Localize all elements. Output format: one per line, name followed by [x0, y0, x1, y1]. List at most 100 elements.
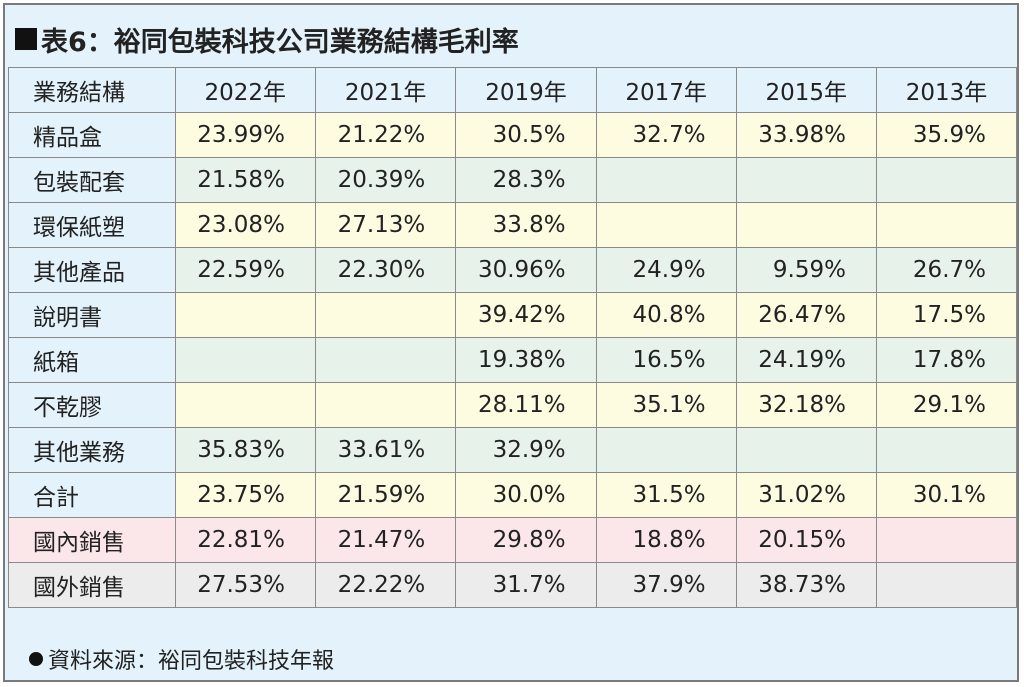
margin-value-cell: 24.19% [735, 337, 877, 383]
row-label: 國外銷售 [8, 562, 176, 608]
margin-value-cell: 26.7% [875, 247, 1018, 293]
table-row: 合計 23.75% 21.59% 30.0% 31.5% 31.02% 30.1% [8, 472, 1018, 518]
margin-value-cell: 31.5% [595, 472, 737, 518]
margin-value-cell: 21.47% [314, 517, 457, 563]
header-row: 業務結構 2022年 2021年 2019年 2017年 2015年 2013年 [8, 67, 1018, 113]
margin-value-cell: 28.3% [455, 157, 597, 203]
margin-value-cell: 18.8% [595, 517, 737, 563]
margin-value-cell: 20.39% [314, 157, 457, 203]
margin-value-cell: 22.81% [174, 517, 316, 563]
margin-value-cell: 20.15% [735, 517, 877, 563]
margin-value-cell: 22.22% [314, 562, 457, 608]
margin-value-cell: 32.9% [455, 427, 597, 473]
header-cell-category: 業務結構 [8, 67, 176, 113]
margin-value-cell [875, 202, 1018, 248]
margin-value-cell: 28.11% [455, 382, 597, 428]
margin-value-cell [735, 202, 877, 248]
header-cell-year: 2019年 [455, 67, 597, 113]
margin-value-cell: 21.22% [314, 112, 457, 158]
table-row: 國外銷售 27.53% 22.22% 31.7% 37.9% 38.73% [8, 562, 1018, 608]
margin-value-cell: 33.8% [455, 202, 597, 248]
row-label: 其他產品 [8, 247, 176, 293]
margin-value-cell: 29.1% [875, 382, 1018, 428]
margin-value-cell [595, 427, 737, 473]
table-row: 精品盒 23.99% 21.22% 30.5% 32.7% 33.98% 35.9% [8, 112, 1018, 158]
row-label: 包裝配套 [8, 157, 176, 203]
margin-value-cell: 31.02% [735, 472, 877, 518]
margin-value-cell [875, 157, 1018, 203]
source-note: 資料來源：裕同包裝科技年報 [29, 637, 334, 681]
margin-value-cell: 37.9% [595, 562, 737, 608]
table-title: 表6：裕同包裝科技公司業務結構毛利率 [41, 26, 519, 58]
table-title-row: 表6：裕同包裝科技公司業務結構毛利率 [15, 13, 519, 65]
margin-value-cell: 39.42% [455, 292, 597, 338]
margin-value-cell: 32.7% [595, 112, 737, 158]
margin-value-cell: 35.9% [875, 112, 1018, 158]
header-cell-year: 2017年 [595, 67, 737, 113]
header-cell-year: 2013年 [875, 67, 1018, 113]
margin-value-cell [174, 382, 316, 428]
margin-value-cell: 27.13% [314, 202, 457, 248]
margin-value-cell: 35.1% [595, 382, 737, 428]
bullet-dot-icon [29, 652, 43, 666]
margin-value-cell [314, 337, 457, 383]
table-row: 包裝配套 21.58% 20.39% 28.3% [8, 157, 1018, 203]
header-cell-year: 2022年 [174, 67, 316, 113]
table-row: 不乾膠 28.11% 35.1% 32.18% 29.1% [8, 382, 1018, 428]
margin-value-cell: 31.7% [455, 562, 597, 608]
row-label: 精品盒 [8, 112, 176, 158]
margin-value-cell [314, 292, 457, 338]
margin-value-cell: 23.75% [174, 472, 316, 518]
margin-value-cell [875, 517, 1018, 563]
margin-value-cell: 33.98% [735, 112, 877, 158]
row-label: 國內銷售 [8, 517, 176, 563]
row-label: 不乾膠 [8, 382, 176, 428]
margin-value-cell: 22.59% [174, 247, 316, 293]
margin-value-cell: 9.59% [735, 247, 877, 293]
margin-value-cell [735, 157, 877, 203]
margin-value-cell [875, 562, 1018, 608]
margin-value-cell [174, 337, 316, 383]
table-body: 業務結構 2022年 2021年 2019年 2017年 2015年 2013年 精品盒 23.… [8, 67, 1018, 608]
row-label: 環保紙塑 [8, 202, 176, 248]
gross-margin-table: 業務結構 2022年 2021年 2019年 2017年 2015年 2013年 精品盒 23.… [8, 67, 1018, 608]
margin-value-cell: 21.59% [314, 472, 457, 518]
margin-value-cell: 23.08% [174, 202, 316, 248]
margin-value-cell: 17.8% [875, 337, 1018, 383]
margin-value-cell: 24.9% [595, 247, 737, 293]
table-row: 國內銷售 22.81% 21.47% 29.8% 18.8% 20.15% [8, 517, 1018, 563]
margin-value-cell [735, 427, 877, 473]
margin-value-cell: 17.5% [875, 292, 1018, 338]
margin-value-cell: 21.58% [174, 157, 316, 203]
black-square-icon [15, 28, 37, 50]
header-cell-year: 2015年 [735, 67, 877, 113]
table-frame: 表6：裕同包裝科技公司業務結構毛利率 業務結構 2022年 2021年 2019年 20… [3, 3, 1019, 682]
margin-value-cell: 19.38% [455, 337, 597, 383]
margin-value-cell: 30.5% [455, 112, 597, 158]
margin-value-cell: 16.5% [595, 337, 737, 383]
margin-value-cell [875, 427, 1018, 473]
table-row: 其他業務 35.83% 33.61% 32.9% [8, 427, 1018, 473]
margin-value-cell: 23.99% [174, 112, 316, 158]
table-row: 紙箱 19.38% 16.5% 24.19% 17.8% [8, 337, 1018, 383]
table-row: 其他產品 22.59% 22.30% 30.96% 24.9% 9.59% 26.7% [8, 247, 1018, 293]
table-row: 說明書 39.42% 40.8% 26.47% 17.5% [8, 292, 1018, 338]
source-text: 資料來源：裕同包裝科技年報 [48, 649, 335, 674]
margin-value-cell: 38.73% [735, 562, 877, 608]
margin-value-cell: 29.8% [455, 517, 597, 563]
margin-value-cell: 30.1% [875, 472, 1018, 518]
margin-value-cell [314, 382, 457, 428]
margin-value-cell: 27.53% [174, 562, 316, 608]
margin-value-cell: 35.83% [174, 427, 316, 473]
row-label: 合計 [8, 472, 176, 518]
table-row: 環保紙塑 23.08% 27.13% 33.8% [8, 202, 1018, 248]
header-cell-year: 2021年 [314, 67, 457, 113]
margin-value-cell: 26.47% [735, 292, 877, 338]
margin-value-cell: 30.0% [455, 472, 597, 518]
row-label: 紙箱 [8, 337, 176, 383]
margin-value-cell [595, 202, 737, 248]
margin-value-cell: 33.61% [314, 427, 457, 473]
margin-value-cell: 40.8% [595, 292, 737, 338]
row-label: 其他業務 [8, 427, 176, 473]
margin-value-cell: 22.30% [314, 247, 457, 293]
